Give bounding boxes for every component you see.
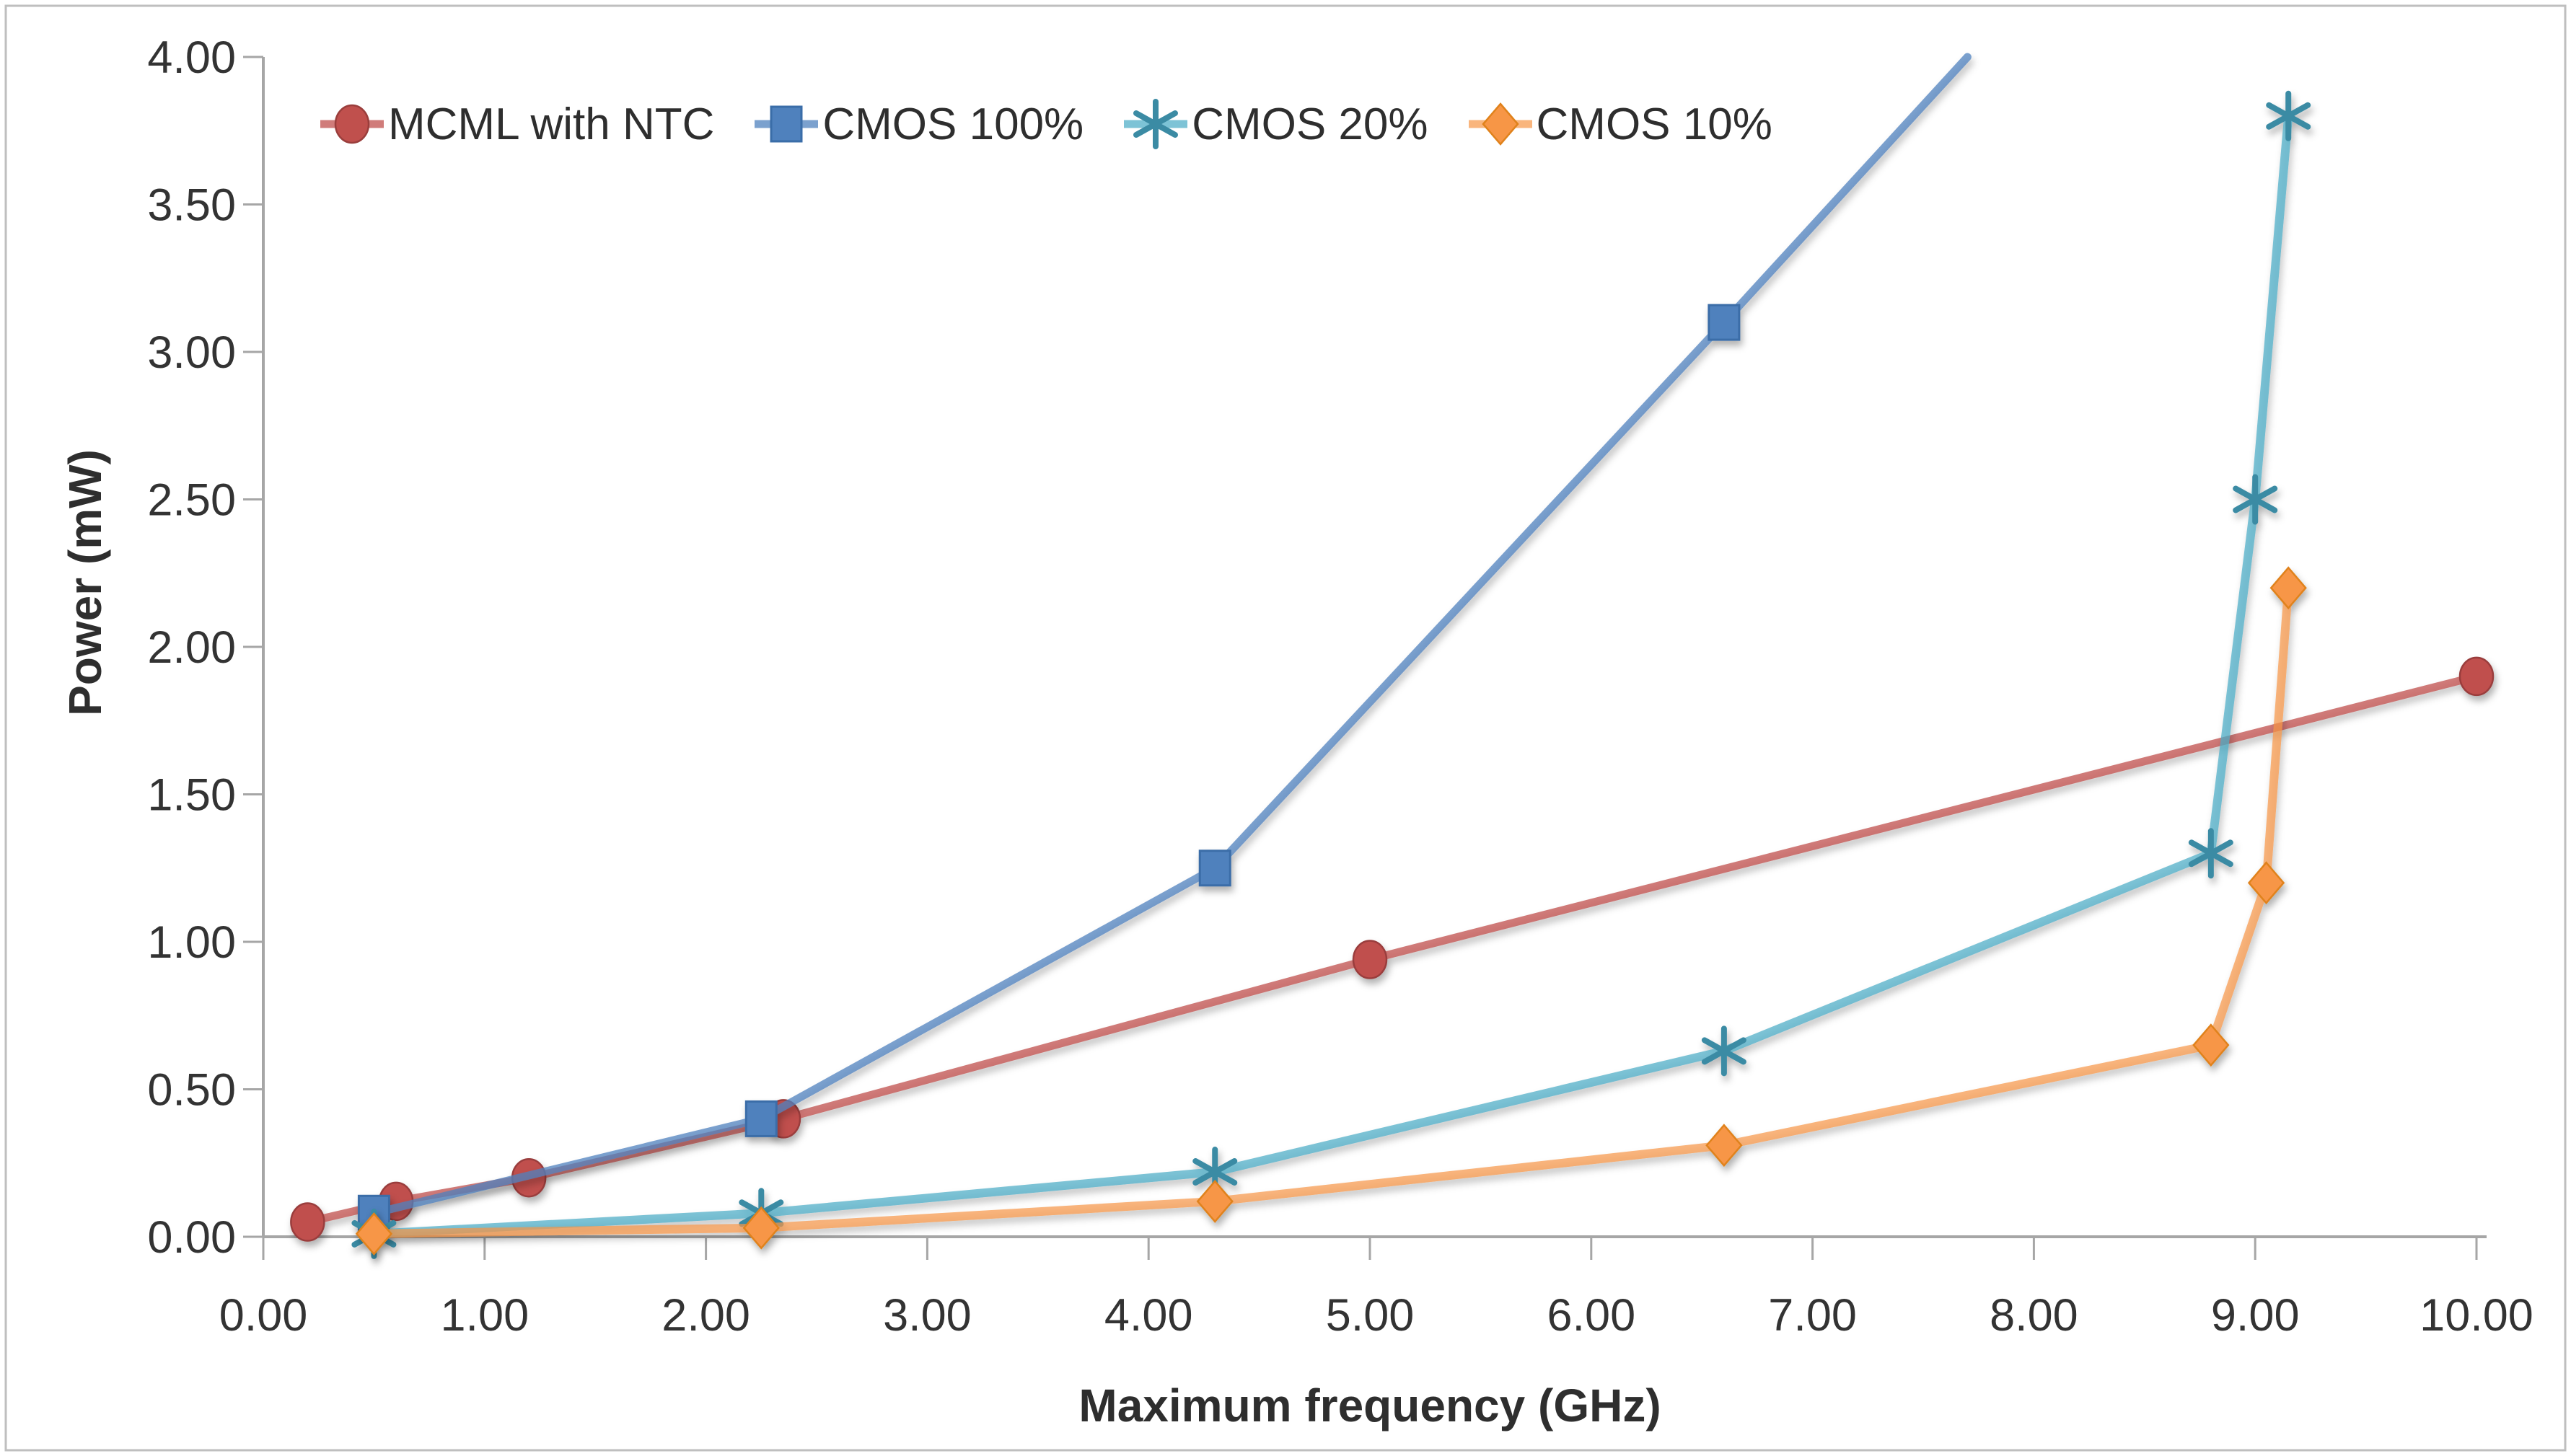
asterisk-legend-icon	[1124, 99, 1188, 149]
square-marker-icon	[1198, 850, 1231, 887]
legend-item-cmos-100: CMOS 100%	[752, 97, 1084, 151]
x-tick-label: 5.00	[1326, 1290, 1415, 1341]
legend-item-label: CMOS 20%	[1192, 99, 1428, 149]
x-tick-label: 7.00	[1768, 1290, 1857, 1341]
x-tick-label: 4.00	[1104, 1290, 1193, 1341]
circle-marker-icon	[290, 1202, 325, 1242]
diamond-marker-icon	[355, 1212, 393, 1256]
y-tick-label: 2.50	[147, 475, 236, 526]
asterisk-marker-icon	[1701, 1025, 1746, 1077]
circle-marker-icon	[1352, 940, 1388, 979]
x-tick-label: 0.00	[219, 1290, 308, 1341]
asterisk-marker-icon	[2188, 828, 2233, 879]
y-tick-label: 3.00	[147, 327, 236, 378]
y-tick-label: 4.00	[147, 32, 236, 83]
x-tick-label: 10.00	[2420, 1290, 2533, 1341]
y-tick-label: 2.00	[147, 622, 236, 673]
diamond-marker-icon	[1196, 1179, 1234, 1223]
asterisk-marker-icon	[1133, 99, 1179, 149]
legend-item-cmos-10: CMOS 10%	[1466, 97, 1772, 151]
asterisk-marker-icon	[2266, 90, 2311, 141]
series-cmos-10	[355, 566, 2307, 1256]
legend-item-label: MCML with NTC	[388, 99, 715, 149]
legend-item-label: CMOS 10%	[1536, 99, 1772, 149]
x-tick-label: 2.00	[662, 1290, 750, 1341]
asterisk-marker-icon	[2233, 474, 2278, 525]
y-axis-title: Power (mW)	[59, 449, 111, 716]
x-tick-label: 1.00	[440, 1290, 529, 1341]
y-tick-label: 1.00	[147, 917, 236, 968]
diamond-marker-icon	[2269, 566, 2307, 610]
legend: MCML with NTC CMOS 100% CMOS 20% CMOS 10%	[317, 97, 1800, 151]
y-tick-label: 1.50	[147, 770, 236, 821]
square-legend-icon	[755, 105, 819, 143]
circle-marker-icon	[2458, 656, 2495, 697]
y-tick-label: 0.00	[147, 1212, 236, 1263]
x-tick-label: 3.00	[883, 1290, 972, 1341]
diamond-marker-icon	[2247, 861, 2285, 905]
x-tick-label: 9.00	[2211, 1290, 2300, 1341]
y-tick-label: 0.50	[147, 1065, 236, 1116]
diamond-marker-icon	[2192, 1023, 2230, 1067]
circle-legend-icon	[320, 104, 384, 144]
x-axis-title: Maximum frequency (GHz)	[1078, 1380, 1661, 1431]
diamond-marker-icon	[742, 1206, 780, 1250]
diamond-marker-icon	[1481, 102, 1519, 146]
square-marker-icon	[770, 105, 803, 143]
square-marker-icon	[744, 1100, 778, 1137]
x-tick-label: 8.00	[1990, 1290, 2078, 1341]
legend-item-cmos-20: CMOS 20%	[1121, 97, 1428, 151]
legend-item-label: CMOS 100%	[822, 99, 1084, 149]
chart-border	[4, 4, 2567, 1452]
legend-item-mcml-with-ntc: MCML with NTC	[317, 97, 714, 151]
diamond-marker-icon	[1705, 1124, 1743, 1168]
y-tick-label: 3.50	[147, 180, 236, 231]
diamond-legend-icon	[1468, 102, 1532, 146]
x-tick-label: 6.00	[1547, 1290, 1635, 1341]
circle-marker-icon	[334, 104, 370, 144]
square-marker-icon	[1708, 304, 1741, 341]
